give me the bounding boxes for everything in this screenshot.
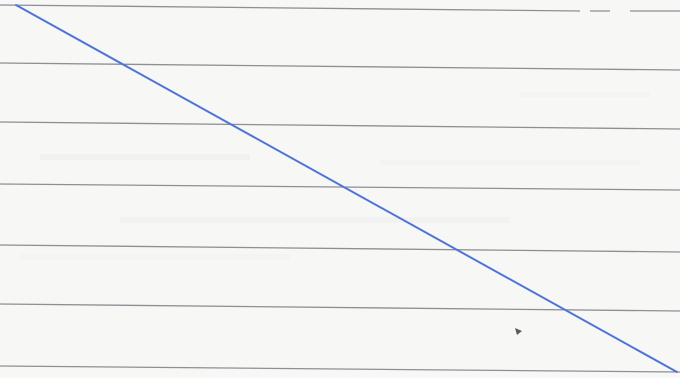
ruled-line	[0, 244, 680, 253]
ruled-line	[0, 4, 581, 12]
ink-mark	[515, 328, 522, 335]
diagonal-line	[15, 4, 678, 373]
ruled-line	[0, 62, 680, 71]
ruled-line	[0, 365, 680, 373]
ruled-line	[0, 121, 680, 130]
paper-texture	[20, 92, 650, 260]
ruled-line	[0, 183, 680, 191]
